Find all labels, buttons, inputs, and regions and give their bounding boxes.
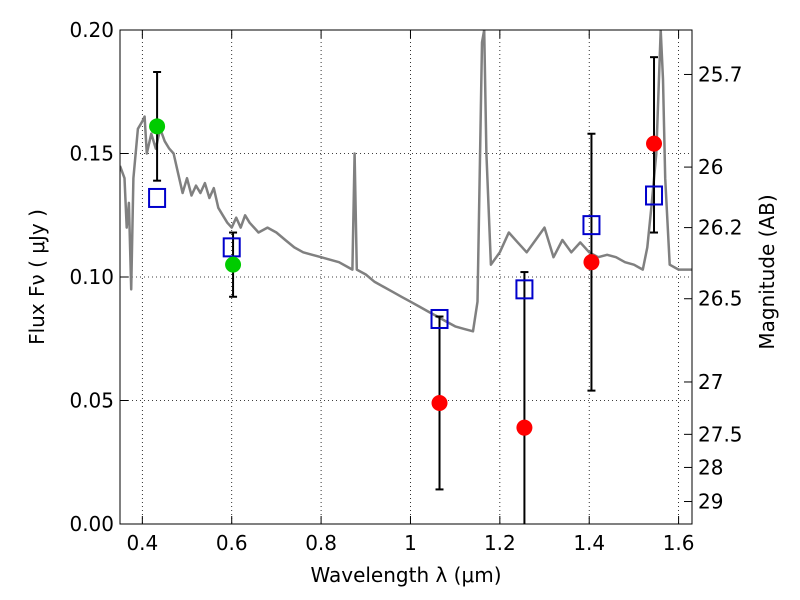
y2-tick-label: 26.5 xyxy=(698,287,743,311)
green-data-point xyxy=(149,118,166,135)
x-tick-label: 1.6 xyxy=(663,531,695,555)
red-data-point xyxy=(583,254,600,271)
x-axis-label: Wavelength λ (μm) xyxy=(310,563,501,587)
y2-tick-labels: 25.7 26 26.2 26.5 27 27.5 28 29 xyxy=(698,62,743,513)
model-square-marker xyxy=(645,185,664,206)
y-tick-label: 0.05 xyxy=(69,389,114,413)
red-data-point xyxy=(431,394,448,411)
y2-tick-label: 25.7 xyxy=(698,62,743,86)
y2-tick-label: 29 xyxy=(698,490,723,514)
x-tick-label: 1.2 xyxy=(484,531,516,555)
y2-tick-label: 27.5 xyxy=(698,422,743,446)
y-tick-label: 0.20 xyxy=(69,18,114,42)
model-square-marker xyxy=(148,187,167,208)
spectrum-line xyxy=(120,30,692,333)
data-markers xyxy=(148,118,664,436)
y2-tick-label: 28 xyxy=(698,455,723,479)
y-tick-label: 0.15 xyxy=(69,142,114,166)
model-square-marker xyxy=(430,308,449,329)
x-tick-label: 1.4 xyxy=(573,531,605,555)
y-tick-label: 0.00 xyxy=(69,512,114,536)
y2-tick-label: 26.2 xyxy=(698,216,743,240)
x-tick-label: 0.6 xyxy=(216,531,248,555)
spectrum-path xyxy=(120,30,692,333)
model-square-marker xyxy=(515,279,534,300)
x-tick-label: 1 xyxy=(404,531,417,555)
x-tick-label: 0.4 xyxy=(126,531,158,555)
model-square-marker xyxy=(222,237,241,258)
axis-ticks xyxy=(120,29,692,525)
x-tick-label: 0.8 xyxy=(305,531,337,555)
green-data-point xyxy=(225,256,242,273)
grid-lines xyxy=(120,29,692,525)
error-bars xyxy=(153,56,659,524)
model-square-marker xyxy=(582,215,601,236)
y-tick-label: 0.10 xyxy=(69,265,114,289)
red-data-point xyxy=(516,419,533,436)
y2-tick-label: 27 xyxy=(698,370,723,394)
plot-frame xyxy=(119,29,693,525)
y2-tick-label: 26 xyxy=(698,155,723,179)
y2-axis-label: Magnitude (AB) xyxy=(755,194,779,349)
y-axis-label: Flux Fν ( μJy ) xyxy=(25,209,49,345)
x-tick-labels: 0.4 0.6 0.8 1 1.2 1.4 1.6 xyxy=(126,531,694,555)
red-data-point xyxy=(646,135,663,152)
y-tick-labels: 0.00 0.05 0.10 0.15 0.20 xyxy=(69,18,114,536)
